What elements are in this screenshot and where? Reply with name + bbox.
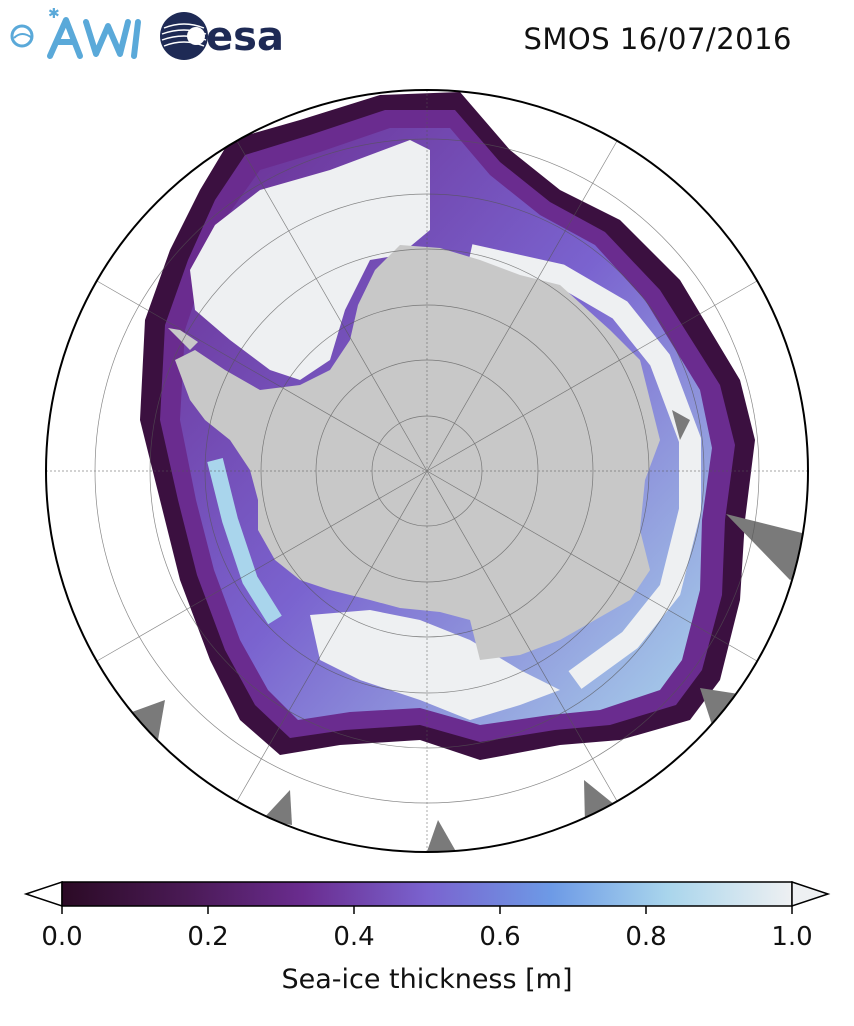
colorbar-extend-low (23, 880, 63, 908)
colorbar-tick: 0.0 (41, 922, 83, 952)
nodata-s (424, 820, 458, 852)
svg-text:esa: esa (206, 14, 284, 60)
antarctic-sea-ice-map (45, 89, 809, 853)
colorbar-gradient (61, 881, 793, 907)
svg-text:✱: ✱ (48, 8, 60, 22)
antarctica-land (175, 245, 660, 660)
colorbar-extend-high (791, 880, 831, 908)
thick-ice-west (207, 458, 282, 625)
thick-ice-ring (467, 244, 701, 689)
map-title: SMOS 16/07/2016 (523, 22, 792, 56)
map-boundary (45, 89, 809, 853)
antarctic-peninsula (168, 328, 198, 350)
graticule (46, 90, 808, 852)
colorbar-tick: 1.0 (771, 922, 813, 952)
esa-logo: esa (160, 12, 284, 60)
colorbar-tick: 0.2 (187, 922, 229, 952)
thick-ice-ross (310, 610, 560, 720)
nodata-ne-island (672, 410, 690, 440)
nodata-east (726, 514, 808, 580)
colorbar (23, 880, 831, 914)
colorbar-tick: 0.8 (625, 922, 667, 952)
awi-logo: ✱ (10, 8, 141, 59)
colorbar-tick: 0.4 (333, 922, 375, 952)
nodata-w (132, 700, 165, 740)
nodata-sw (262, 790, 292, 825)
colorbar-tick: 0.6 (479, 922, 521, 952)
colorbar-label: Sea-ice thickness [m] (281, 964, 573, 995)
